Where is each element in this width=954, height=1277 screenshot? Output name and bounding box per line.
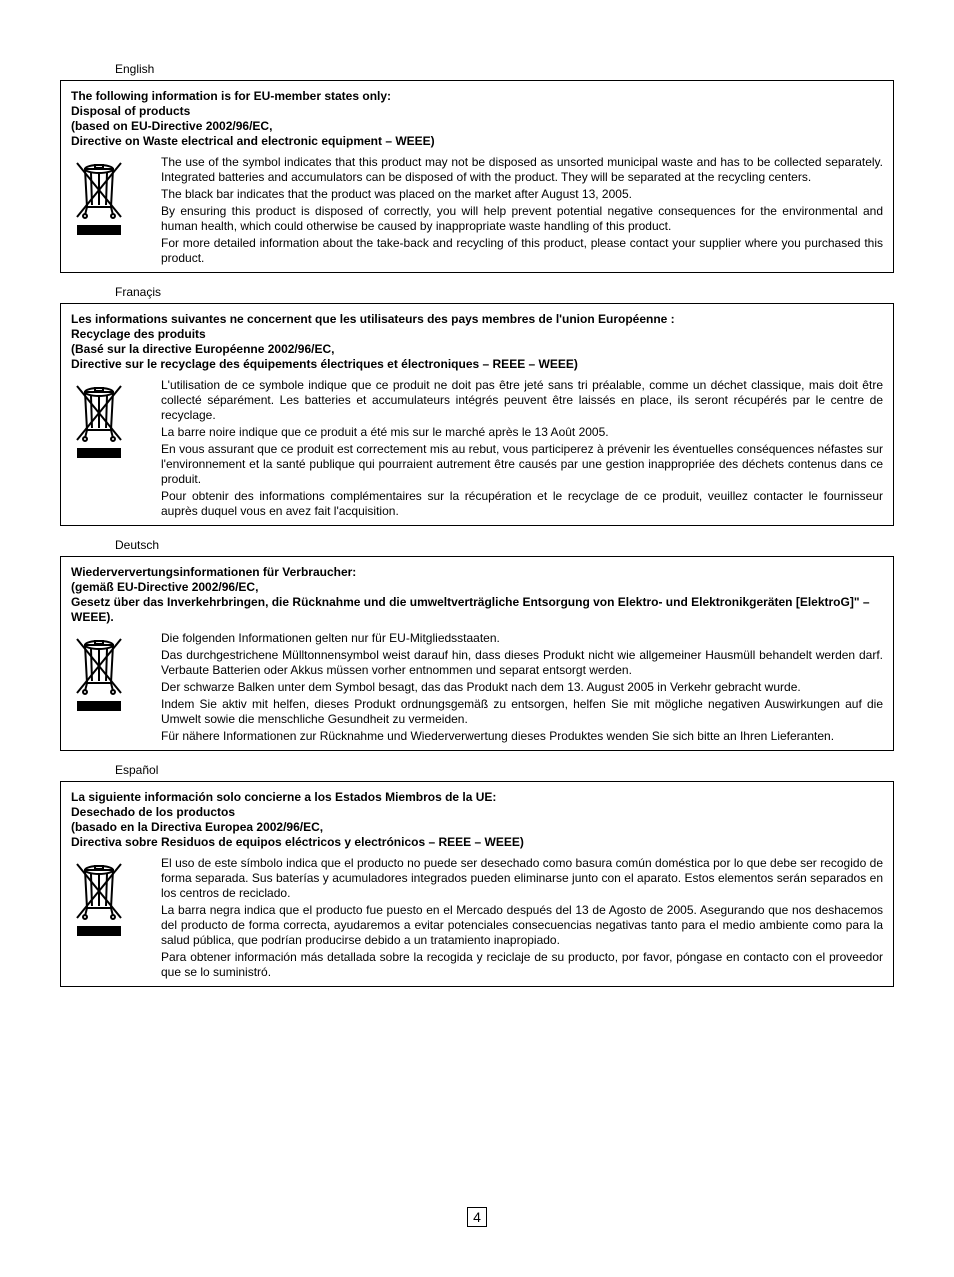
section-body-text: The use of the symbol indicates that thi…: [161, 155, 883, 268]
body-paragraph: En vous assurant que ce produit est corr…: [161, 442, 883, 487]
header-line: (gemäß EU-Directive 2002/96/EC,: [71, 580, 883, 595]
body-paragraph: Die folgenden Informationen gelten nur f…: [161, 631, 883, 646]
weee-bin-icon: [71, 382, 161, 462]
body-paragraph: La barra negra indica que el producto fu…: [161, 903, 883, 948]
section-body-row: The use of the symbol indicates that thi…: [71, 155, 883, 268]
header-line: (Basé sur la directive Européenne 2002/9…: [71, 342, 883, 357]
icon-cell: [71, 856, 161, 940]
section-body-text: Die folgenden Informationen gelten nur f…: [161, 631, 883, 746]
weee-bin-icon: [71, 860, 161, 940]
section-header: Wiederververtungsinformationen für Verbr…: [71, 565, 883, 625]
body-paragraph: El uso de este símbolo indica que el pro…: [161, 856, 883, 901]
header-line: La siguiente información solo concierne …: [71, 790, 883, 805]
weee-section-box: Wiederververtungsinformationen für Verbr…: [60, 556, 894, 751]
page-number-value: 4: [467, 1207, 487, 1227]
section-header: The following information is for EU-memb…: [71, 89, 883, 149]
body-paragraph: Para obtener información más detallada s…: [161, 950, 883, 980]
weee-section-box: La siguiente información solo concierne …: [60, 781, 894, 987]
weee-bin-icon: [71, 159, 161, 239]
icon-cell: [71, 155, 161, 239]
section-body-row: El uso de este símbolo indica que el pro…: [71, 856, 883, 982]
language-label: English: [115, 62, 894, 76]
language-label: Deutsch: [115, 538, 894, 552]
icon-cell: [71, 378, 161, 462]
language-label: Español: [115, 763, 894, 777]
header-line: Directive on Waste electrical and electr…: [71, 134, 883, 149]
header-line: Desechado de los productos: [71, 805, 883, 820]
body-paragraph: Das durchgestrichene Mülltonnensymbol we…: [161, 648, 883, 678]
header-line: Gesetz über das Inverkehrbringen, die Rü…: [71, 595, 883, 625]
body-paragraph: Pour obtenir des informations complément…: [161, 489, 883, 519]
body-paragraph: For more detailed information about the …: [161, 236, 883, 266]
header-line: Les informations suivantes ne concernent…: [71, 312, 883, 327]
body-paragraph: La barre noire indique que ce produit a …: [161, 425, 883, 440]
header-line: Directive sur le recyclage des équipemen…: [71, 357, 883, 372]
body-paragraph: Indem Sie aktiv mit helfen, dieses Produ…: [161, 697, 883, 727]
header-line: Recyclage des produits: [71, 327, 883, 342]
body-paragraph: Der schwarze Balken unter dem Symbol bes…: [161, 680, 883, 695]
section-header: La siguiente información solo concierne …: [71, 790, 883, 850]
header-line: The following information is for EU-memb…: [71, 89, 883, 104]
body-paragraph: The black bar indicates that the product…: [161, 187, 883, 202]
header-line: Directiva sobre Residuos de equipos eléc…: [71, 835, 883, 850]
header-line: Wiederververtungsinformationen für Verbr…: [71, 565, 883, 580]
body-paragraph: L'utilisation de ce symbole indique que …: [161, 378, 883, 423]
section-body-text: El uso de este símbolo indica que el pro…: [161, 856, 883, 982]
page-number: 4: [60, 1207, 894, 1227]
weee-section-box: Les informations suivantes ne concernent…: [60, 303, 894, 526]
weee-bin-icon: [71, 635, 161, 715]
header-line: Disposal of products: [71, 104, 883, 119]
header-line: (basado en la Directiva Europea 2002/96/…: [71, 820, 883, 835]
language-label: Franaçis: [115, 285, 894, 299]
section-header: Les informations suivantes ne concernent…: [71, 312, 883, 372]
body-paragraph: The use of the symbol indicates that thi…: [161, 155, 883, 185]
body-paragraph: Für nähere Informationen zur Rücknahme u…: [161, 729, 883, 744]
icon-cell: [71, 631, 161, 715]
body-paragraph: By ensuring this product is disposed of …: [161, 204, 883, 234]
weee-section-box: The following information is for EU-memb…: [60, 80, 894, 273]
section-body-row: L'utilisation de ce symbole indique que …: [71, 378, 883, 521]
section-body-row: Die folgenden Informationen gelten nur f…: [71, 631, 883, 746]
header-line: (based on EU-Directive 2002/96/EC,: [71, 119, 883, 134]
section-body-text: L'utilisation de ce symbole indique que …: [161, 378, 883, 521]
